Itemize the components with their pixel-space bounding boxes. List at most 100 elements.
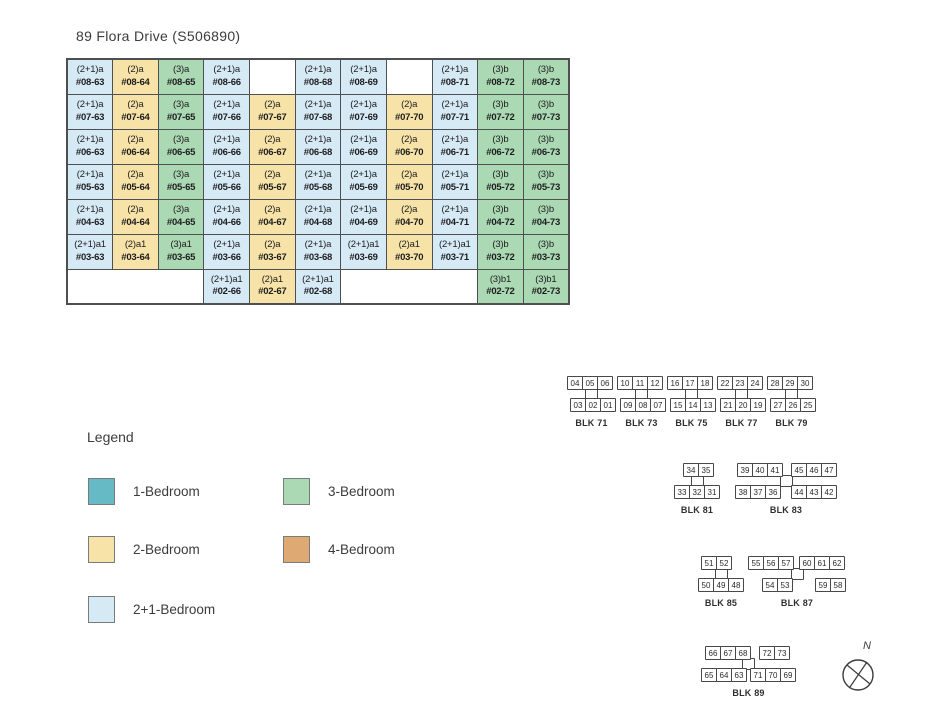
- unit-cell-05-73[interactable]: (3)b #05-73: [522, 163, 570, 200]
- unit-cell-07-67[interactable]: (2)a #07-67: [249, 93, 296, 130]
- unit-cell-07-66[interactable]: (2+1)a #07-66: [203, 93, 250, 130]
- unit-cell-06-64[interactable]: (2)a #06-64: [112, 128, 159, 165]
- unit-type: (3)b1: [489, 273, 512, 285]
- unit-cell-06-65[interactable]: (3)a #06-65: [157, 128, 205, 165]
- empty-cell: [385, 58, 433, 95]
- unit-cell-08-65[interactable]: (3)a #08-65: [157, 58, 205, 95]
- unit-cell-05-72[interactable]: (3)b #05-72: [477, 163, 524, 200]
- unit-number: #07-67: [258, 111, 287, 123]
- unit-cell-04-65[interactable]: (3)a #04-65: [157, 198, 205, 235]
- floor-row: (2+1)a #08-63 (2)a #08-64 (3)a #08-65 (2+1)a #0…: [66, 58, 570, 95]
- unit-cell-03-65[interactable]: (3)a1 #03-65: [157, 233, 205, 270]
- unit-cell-05-68[interactable]: (2+1)a #05-68: [294, 163, 342, 200]
- site-unit-38: 38: [735, 485, 751, 499]
- unit-cell-07-63[interactable]: (2+1)a #07-63: [66, 93, 114, 130]
- unit-cluster: 39 40 41: [737, 463, 783, 477]
- site-unit-09: 09: [620, 398, 636, 412]
- unit-cell-03-70[interactable]: (2)a1 #03-70: [385, 233, 433, 270]
- unit-number: #02-72: [486, 286, 515, 298]
- unit-cell-02-72[interactable]: (3)b1 #02-72: [477, 268, 524, 305]
- unit-number: #04-64: [121, 216, 150, 228]
- site-unit-61: 61: [814, 556, 830, 570]
- unit-cell-08-66[interactable]: (2+1)a #08-66: [203, 58, 250, 95]
- unit-type: (2)a1: [398, 239, 420, 251]
- unit-cell-05-71[interactable]: (2+1)a #05-71: [431, 163, 479, 200]
- block-core-connector: [790, 568, 804, 580]
- unit-cell-07-73[interactable]: (3)b #07-73: [522, 93, 570, 130]
- unit-cluster: 10 11 12: [617, 376, 663, 390]
- legend-title: Legend: [87, 429, 134, 445]
- unit-cell-03-64[interactable]: (2)a1 #03-64: [112, 233, 159, 270]
- unit-type: (2)a: [264, 239, 281, 251]
- unit-cell-07-71[interactable]: (2+1)a #07-71: [431, 93, 479, 130]
- unit-cluster: 71 70 69: [750, 668, 796, 682]
- unit-cell-06-68[interactable]: (2+1)a #06-68: [294, 128, 342, 165]
- unit-cell-04-68[interactable]: (2+1)a #04-68: [294, 198, 342, 235]
- unit-type: (3)a: [173, 134, 190, 146]
- unit-cell-05-63[interactable]: (2+1)a #05-63: [66, 163, 114, 200]
- unit-cell-07-68[interactable]: (2+1)a #07-68: [294, 93, 342, 130]
- unit-cell-08-68[interactable]: (2+1)a #08-68: [294, 58, 342, 95]
- unit-cell-02-67[interactable]: (2)a1 #02-67: [249, 268, 296, 305]
- unit-cell-03-68[interactable]: (2+1)a #03-68: [294, 233, 342, 270]
- unit-cell-03-66[interactable]: (2+1)a #03-66: [203, 233, 250, 270]
- unit-cell-04-63[interactable]: (2+1)a #04-63: [66, 198, 114, 235]
- site-unit-21: 21: [720, 398, 736, 412]
- unit-type: (2)a: [401, 204, 418, 216]
- unit-cell-04-64[interactable]: (2)a #04-64: [112, 198, 159, 235]
- unit-cell-03-71[interactable]: (2+1)a1 #03-71: [431, 233, 479, 270]
- unit-cell-07-70[interactable]: (2)a #07-70: [385, 93, 433, 130]
- unit-cell-03-72[interactable]: (3)b #03-72: [477, 233, 524, 270]
- unit-cell-03-63[interactable]: (2+1)a1 #03-63: [66, 233, 114, 270]
- unit-cell-05-67[interactable]: (2)a #05-67: [249, 163, 296, 200]
- site-unit-05: 05: [582, 376, 598, 390]
- site-unit-28: 28: [767, 376, 783, 390]
- unit-cell-04-66[interactable]: (2+1)a #04-66: [203, 198, 250, 235]
- unit-cluster: 51 52: [701, 556, 732, 570]
- block-core-connector: [779, 475, 793, 487]
- unit-cell-08-69[interactable]: (2+1)a #08-69: [340, 58, 387, 95]
- unit-cell-08-71[interactable]: (2+1)a #08-71: [431, 58, 479, 95]
- unit-cell-06-63[interactable]: (2+1)a #06-63: [66, 128, 114, 165]
- unit-type: (3)a: [173, 64, 190, 76]
- unit-type: (2+1)a: [350, 169, 377, 181]
- unit-cell-05-65[interactable]: (3)a #05-65: [157, 163, 205, 200]
- unit-cell-05-64[interactable]: (2)a #05-64: [112, 163, 159, 200]
- unit-cell-08-63[interactable]: (2+1)a #08-63: [66, 58, 114, 95]
- site-unit-49: 49: [713, 578, 729, 592]
- unit-cell-07-65[interactable]: (3)a #07-65: [157, 93, 205, 130]
- unit-cell-02-68[interactable]: (2+1)a1 #02-68: [294, 268, 342, 305]
- unit-cell-06-69[interactable]: (2+1)a #06-69: [340, 128, 387, 165]
- unit-cell-03-67[interactable]: (2)a #03-67: [249, 233, 296, 270]
- unit-cell-08-73[interactable]: (3)b #08-73: [522, 58, 570, 95]
- unit-cell-05-69[interactable]: (2+1)a #05-69: [340, 163, 387, 200]
- unit-cell-07-69[interactable]: (2+1)a #07-69: [340, 93, 387, 130]
- unit-cell-05-66[interactable]: (2+1)a #05-66: [203, 163, 250, 200]
- site-unit-27: 27: [770, 398, 786, 412]
- unit-cell-05-70[interactable]: (2)a #05-70: [385, 163, 433, 200]
- unit-cell-06-70[interactable]: (2)a #06-70: [385, 128, 433, 165]
- unit-cell-07-64[interactable]: (2)a #07-64: [112, 93, 159, 130]
- unit-cell-04-69[interactable]: (2+1)a #04-69: [340, 198, 387, 235]
- site-unit-34: 34: [683, 463, 699, 477]
- unit-cell-02-66[interactable]: (2+1)a1 #02-66: [203, 268, 250, 305]
- unit-cell-04-67[interactable]: (2)a #04-67: [249, 198, 296, 235]
- unit-cell-06-67[interactable]: (2)a #06-67: [249, 128, 296, 165]
- unit-cell-06-72[interactable]: (3)b #06-72: [477, 128, 524, 165]
- unit-cell-08-64[interactable]: (2)a #08-64: [112, 58, 159, 95]
- unit-cell-06-66[interactable]: (2+1)a #06-66: [203, 128, 250, 165]
- site-unit-43: 43: [806, 485, 822, 499]
- unit-cell-07-72[interactable]: (3)b #07-72: [477, 93, 524, 130]
- unit-cell-02-73[interactable]: (3)b1 #02-73: [522, 268, 570, 305]
- unit-cell-04-72[interactable]: (3)b #04-72: [477, 198, 524, 235]
- unit-cell-03-69[interactable]: (2+1)a1 #03-69: [340, 233, 387, 270]
- unit-cell-03-73[interactable]: (3)b #03-73: [522, 233, 570, 270]
- unit-cell-04-73[interactable]: (3)b #04-73: [522, 198, 570, 235]
- unit-cell-04-70[interactable]: (2)a #04-70: [385, 198, 433, 235]
- compass-north-label: N: [863, 640, 871, 652]
- unit-cell-06-71[interactable]: (2+1)a #06-71: [431, 128, 479, 165]
- unit-cell-04-71[interactable]: (2+1)a #04-71: [431, 198, 479, 235]
- unit-cell-06-73[interactable]: (3)b #06-73: [522, 128, 570, 165]
- unit-cell-08-72[interactable]: (3)b #08-72: [477, 58, 524, 95]
